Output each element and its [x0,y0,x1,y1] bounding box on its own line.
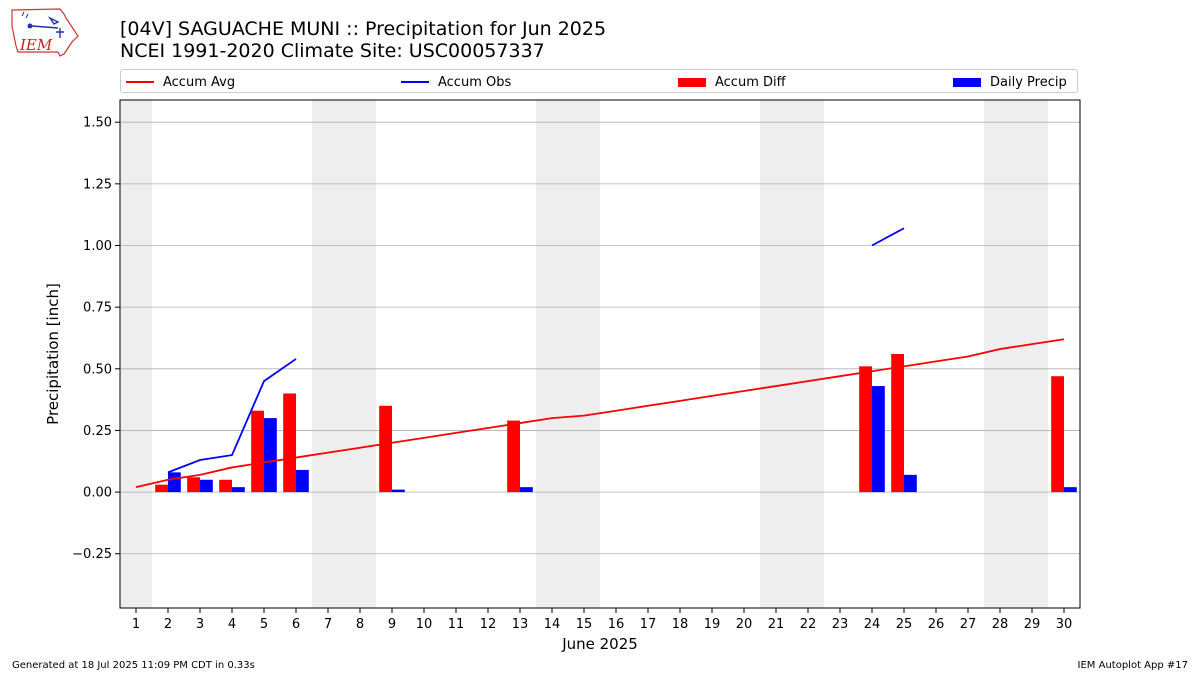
legend-swatch-daily-precip [953,77,981,87]
weekend-band-2 [536,100,600,608]
x-tick-label-11: 11 [448,617,465,632]
x-tick-label-7: 7 [324,617,332,632]
x-axis-label: June 2025 [561,635,638,653]
x-tick-label-4: 4 [228,617,236,632]
x-tick-label-5: 5 [260,617,268,632]
y-tick-label-6: 1.25 [83,177,112,192]
legend-item-accum-diff: Accum Diff [678,70,786,94]
daily-precip-bar-day-9 [392,489,405,493]
x-tick-label-25: 25 [896,617,913,632]
accum-diff-bar-day-5 [251,410,264,493]
y-axis-ticks: −0.25 0.00 0.25 0.50 0.75 1.00 1.25 1.50 [72,116,120,562]
iem-logo: IEM [11,8,79,57]
x-tick-label-1: 1 [132,617,140,632]
x-tick-label-30: 30 [1056,617,1073,632]
daily-precip-bar-day-30 [1064,487,1077,493]
logo-text: IEM [19,36,53,54]
x-tick-label-15: 15 [576,617,593,632]
accum-diff-bar-day-25 [891,354,904,493]
y-tick-label-7: 1.50 [83,116,112,131]
plot-frame [119,99,1081,609]
legend-label-daily-precip: Daily Precip [990,74,1067,90]
x-tick-label-9: 9 [388,617,396,632]
legend-swatch-accum-avg [126,81,154,83]
accum-obs-line-segment-1 [871,227,905,247]
y-tick-label-5: 1.00 [83,239,112,254]
accum-diff-bar-day-3 [187,477,200,493]
legend-swatch-accum-obs [401,81,429,83]
chart-title-line2: NCEI 1991-2020 Climate Site: USC00057337 [120,40,545,62]
x-tick-label-3: 3 [196,617,204,632]
daily-precip-bar-day-3 [200,479,213,493]
x-tick-label-26: 26 [928,617,945,632]
x-tick-label-16: 16 [608,617,625,632]
chart-title-line1: [04V] SAGUACHE MUNI :: Precipitation for… [120,18,607,40]
daily-precip-bar-day-2 [168,472,181,493]
daily-precip-bar-day-24 [872,386,885,493]
x-tick-label-21: 21 [768,617,785,632]
footer-app: IEM Autoplot App #17 [1077,660,1188,671]
legend-swatch-accum-diff [678,77,706,87]
x-tick-label-8: 8 [356,617,364,632]
weekend-band-3 [760,100,824,608]
weekend-band-0 [120,100,152,608]
x-tick-label-24: 24 [864,617,881,632]
x-tick-label-22: 22 [800,617,817,632]
legend-item-accum-obs: Accum Obs [401,70,511,94]
accum-diff-bar-day-24 [859,366,872,493]
x-tick-label-12: 12 [480,617,497,632]
daily-precip-bar-day-4 [232,487,245,493]
x-tick-label-27: 27 [960,617,977,632]
x-tick-label-18: 18 [672,617,689,632]
legend-item-accum-avg: Accum Avg [126,70,235,94]
x-tick-label-19: 19 [704,617,721,632]
chart-title: [04V] SAGUACHE MUNI :: Precipitation for… [120,18,606,62]
weekend-band-1 [312,100,376,608]
daily-precip-bar-day-25 [904,474,917,493]
x-tick-label-17: 17 [640,617,657,632]
y-tick-label-2: 0.25 [83,424,112,439]
accum-avg-line [135,338,1065,489]
legend-label-accum-obs: Accum Obs [438,74,512,90]
legend-label-accum-diff: Accum Diff [715,74,786,90]
x-tick-label-29: 29 [1024,617,1041,632]
x-tick-label-13: 13 [512,617,529,632]
accum-diff-bar-day-6 [283,393,296,493]
x-tick-label-10: 10 [416,617,433,632]
x-tick-label-20: 20 [736,617,753,632]
x-axis-ticks: 1 2 3 4 5 6 7 8 9 10 11 12 13 14 15 16 17 18 19 20 21 22 23 24 2… [132,608,1072,632]
chart-legend: Accum Avg Accum Obs Accum Diff Daily Pre… [120,69,1078,93]
accum-diff-bar-day-2 [155,484,168,493]
grid-lines [120,121,1080,555]
x-tick-label-28: 28 [992,617,1009,632]
bar-series [155,354,1077,493]
legend-label-accum-avg: Accum Avg [163,74,236,90]
footer-generated: Generated at 18 Jul 2025 11:09 PM CDT in… [12,660,255,671]
y-tick-label-4: 0.75 [83,301,112,316]
y-tick-label-1: 0.00 [83,486,112,501]
weekend-shading [120,100,1048,608]
daily-precip-bar-day-6 [296,469,309,493]
daily-precip-bar-day-5 [264,418,277,493]
y-tick-label-3: 0.50 [83,362,112,377]
accum-diff-bar-day-4 [219,479,232,493]
y-tick-label-0: −0.25 [72,547,112,562]
accum-diff-bar-day-30 [1051,376,1064,493]
line-series [135,227,1065,489]
accum-obs-line-segment-0 [167,358,297,474]
x-tick-label-2: 2 [164,617,172,632]
accum-diff-bar-day-9 [379,405,392,493]
x-tick-label-23: 23 [832,617,849,632]
weekend-band-4 [984,100,1048,608]
x-tick-label-14: 14 [544,617,561,632]
x-tick-label-6: 6 [292,617,300,632]
y-axis-label: Precipitation [inch] [44,283,62,425]
legend-item-daily-precip: Daily Precip [953,70,1067,94]
accum-diff-bar-day-13 [507,420,520,493]
daily-precip-bar-day-13 [520,487,533,493]
